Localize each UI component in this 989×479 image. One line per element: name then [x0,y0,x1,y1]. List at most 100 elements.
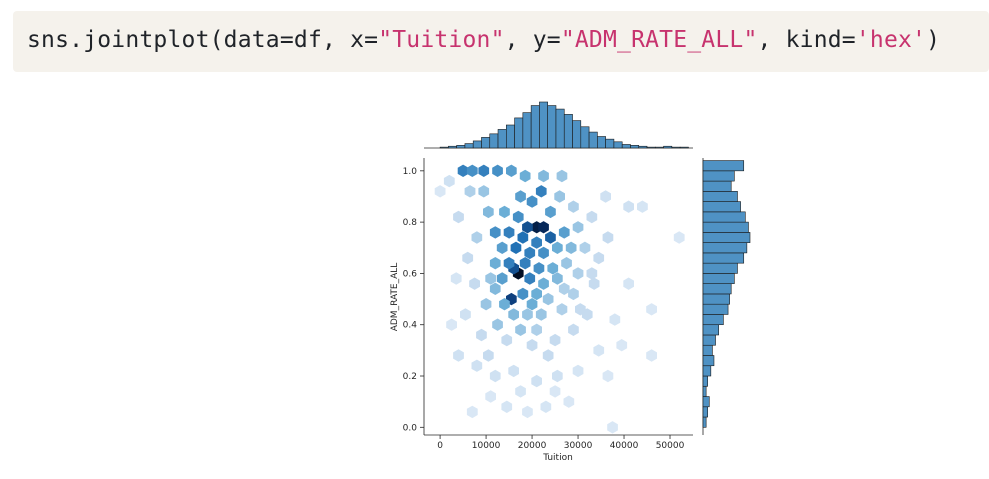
hexbin-cell [510,241,522,254]
marginal-x-bar [506,124,515,149]
marginal-x-bar [671,146,681,149]
hexbin-cell [565,241,577,254]
hexbin-cell [602,231,614,244]
marginal-x-bar [448,145,457,149]
hexbin-cell [575,303,586,316]
hexbin-cell [538,246,549,260]
hexbin-cell [549,385,561,398]
hexbin-cell [489,226,501,239]
hexbin-cell [522,221,533,234]
hexbin-cell [552,369,563,383]
hexbin-cell [526,195,538,208]
hexbin-cell [466,164,478,177]
hexbin-cell [593,344,605,357]
marginal-y-bar [702,406,708,418]
marginal-y-bar [702,221,749,233]
marginal-y-bar [702,385,707,397]
code-separator-y: , y= [504,27,561,53]
hexbin-cell [586,267,598,280]
hexbin-cell [501,333,513,347]
marginal-y-bar [702,283,732,295]
x-tick-label: 30000 [564,441,593,451]
marginal-x-bar [588,131,598,149]
hexbin-cell [542,349,554,362]
hexbin-cell [515,323,526,336]
marginal-x-bar [572,120,582,149]
hexbin-cell [572,221,584,234]
code-x-string: "Tuition" [378,27,505,53]
hexbin-cell [586,210,598,224]
marginal-x-bar [630,145,640,149]
code-y-string: "ADM_RATE_ALL" [560,27,758,53]
hexbin-cell [446,318,457,331]
marginal-y-bar [702,344,713,356]
hexbin-cell [623,200,634,213]
hexbin-cell [554,190,565,203]
hexbin-cell [568,287,579,301]
hexbin-cell [480,298,492,311]
marginal-x-bar [489,133,499,149]
hexbin-cell [457,164,469,177]
marginal-y-bar [702,252,745,264]
hexbin-cell [499,298,510,311]
hexbin-cell [464,185,476,198]
hexbin-cell [538,277,549,290]
hexbin-cell [563,395,575,408]
hexbin-cell [515,385,526,398]
marginal-x-bar [472,140,482,149]
code-cell[interactable]: sns.jointplot(data=df, x="Tuition", y="A… [13,11,989,72]
hexbin-cell [485,272,496,285]
hexbin-cell [501,400,513,413]
hexbin-cell [496,241,508,254]
x-tick-label: 20000 [518,441,547,451]
y-tick-label: 0.2 [403,372,417,382]
hexbin-cell [469,277,480,290]
marginal-x-bar [456,145,466,149]
hexbin-cell [508,364,519,378]
hexbin-cell [434,185,446,198]
marginal-x-bar [497,129,507,149]
hexbin-cell [540,400,552,413]
hexbin-cell [489,369,501,383]
hexbin-cell [499,205,510,219]
hexbin-cell [531,287,542,301]
hexbin-cell [579,241,591,254]
hexbin-cell [561,257,572,270]
hexbin-cell [531,374,542,388]
marginal-x-bar [547,105,557,149]
hexbin-cell [552,272,563,285]
hexbin-cell [489,257,501,270]
hexbin-cell [568,200,579,213]
hexbin-cell [572,267,584,280]
marginal-y-bar [702,160,745,172]
marginal-y-bar [702,365,712,377]
hexbin-cell [443,174,455,188]
hexbin-cell [471,359,483,372]
hexbin-cell [616,339,628,352]
hexbin-cell [607,421,618,434]
marginal-x-bar [555,108,565,149]
hexbin-cell [503,257,515,270]
code-line: sns.jointplot(data=df, x="Tuition", y="A… [27,27,940,53]
hexbin-cell [492,164,503,177]
hexbin-cell [506,164,517,177]
code-prefix: sns.jointplot(data=df, x= [27,27,379,53]
hexbin-cell [483,205,494,219]
marginal-x-bar [621,144,631,149]
y-tick-label: 0.6 [403,269,418,279]
marginal-x-bar [646,146,656,149]
hexbin-cell [524,246,536,260]
marginal-y-bar [702,355,715,367]
marginal-y-bar [702,211,746,223]
marginal-y-bar [702,416,707,428]
code-suffix: ) [926,27,941,53]
hexbin-cell [556,303,568,316]
hexbin-cell [478,185,490,198]
hexbin-layer [434,164,685,434]
code-separator-kind: , kind= [757,27,856,53]
marginal-x-bar [663,145,673,149]
hexbin-cell [508,308,519,321]
hexbin-cell [588,277,600,290]
marginal-x-bar [464,143,474,149]
